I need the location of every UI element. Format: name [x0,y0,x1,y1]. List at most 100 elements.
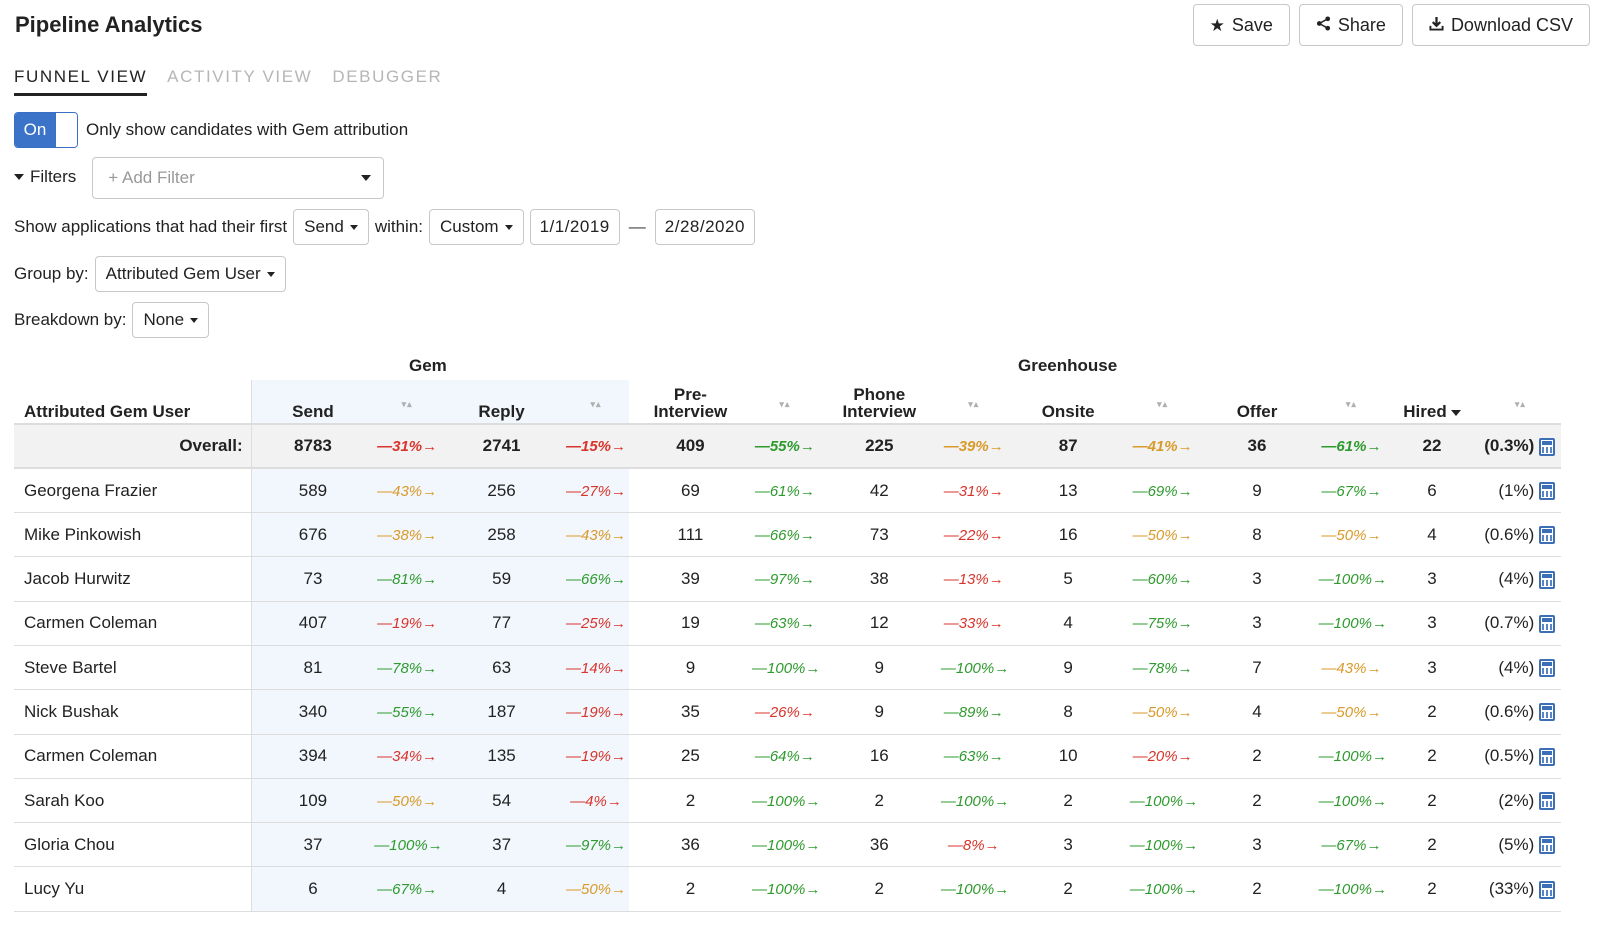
column-header-onsite[interactable]: Onsite [1041,402,1095,421]
cell-pre-interview: 9 [628,645,753,691]
calculator-icon[interactable] [1539,659,1555,678]
column-header-send[interactable]: Send [251,380,375,424]
cell-phone-interview: 2 [817,778,941,824]
breakdown-by-row: Breakdown by: None [14,302,210,338]
add-filter-select[interactable]: + Add Filter [92,157,385,199]
cell-onsite: 13 [1006,468,1130,514]
applications-prefix: Show applications that had their first [14,217,288,236]
within-label: within: [374,217,423,236]
calculator-icon[interactable] [1539,703,1555,722]
cell-send: 407 [251,601,375,646]
row-name: Steve Bartel [14,645,252,691]
column-header-pre-interview[interactable]: Pre- Interview [629,380,752,424]
row-name: Mike Pinkowish [14,512,252,558]
conversion-rate: —100%→ [1318,615,1387,633]
conversion-rate: —97%→ [565,836,627,854]
conversion-rate: —50%→ [1321,703,1382,721]
range-dropdown[interactable]: Custom [429,209,524,245]
cell-offer: 7 [1195,645,1319,691]
range-value: Custom [440,217,499,236]
group-by-dropdown[interactable]: Attributed Gem User [94,256,286,292]
column-header-phone-interview[interactable]: Phone Interview [818,380,941,424]
calculator-icon[interactable] [1539,482,1555,501]
cell-hired: 22 [1384,424,1480,470]
sort-icon[interactable]: ▾▴ [563,380,629,424]
group-header-gem: Gem [409,356,447,375]
pre-interview-line2: Interview [653,402,728,421]
chevron-down-icon [349,224,358,230]
view-tabs: FUNNEL VIEW ACTIVITY VIEW DEBUGGER [14,67,442,96]
tab-funnel-view[interactable]: FUNNEL VIEW [14,67,148,96]
conversion-rate: —66%→ [565,571,627,589]
hired-percentage: (2%) [1498,790,1535,810]
calculator-icon[interactable] [1539,792,1555,811]
conversion-rate: —67%→ [1321,482,1382,500]
group-header-greenhouse: Greenhouse [1018,356,1118,375]
phone-line2: Interview [842,402,917,421]
start-date-input[interactable]: 1/1/2019 [529,209,620,245]
column-header-reply[interactable]: Reply [439,380,564,424]
sort-icon[interactable]: ▾▴ [374,380,440,424]
conversion-rate: —100%→ [1129,881,1199,899]
cell-hired: 2 [1384,689,1480,735]
sort-icon[interactable]: ▾▴ [968,399,980,409]
calculator-icon[interactable] [1539,437,1555,456]
cell-reply: 63 [439,645,564,691]
cell-send: 37 [251,822,375,868]
conversion-rate: —100%→ [940,792,1010,810]
share-button[interactable]: Share [1298,4,1403,46]
end-date-input[interactable]: 2/28/2020 [654,209,755,245]
conversion-rate: —25%→ [565,615,627,633]
cell-reply: 4 [439,866,564,912]
conversion-rate: —78%→ [377,659,438,677]
conversion-rate: —69%→ [1132,482,1193,500]
cell-pre-interview: 19 [628,601,753,646]
cell-send: 109 [251,778,375,824]
cell-onsite: 10 [1006,734,1130,779]
conversion-rate: —75%→ [1132,615,1193,633]
gem-attribution-row: On Only show candidates with Gem attribu… [14,112,408,148]
sort-icon[interactable]: ▾▴ [1345,399,1357,409]
conversion-rate: —81%→ [377,571,438,589]
sort-icon[interactable]: ▾▴ [1514,399,1526,409]
save-button[interactable]: ★ Save [1192,4,1290,46]
stage-dropdown[interactable]: Send [293,209,369,245]
cell-hired: 3 [1384,601,1480,646]
sort-icon[interactable]: ▾▴ [779,399,791,409]
conversion-rate: —15%→ [565,438,627,456]
cell-offer: 2 [1195,866,1319,912]
column-header-name[interactable]: Attributed Gem User [14,380,252,424]
download-csv-button[interactable]: Download CSV [1411,4,1590,46]
filters-toggle[interactable]: Filters [14,167,76,187]
cell-reply: 37 [439,822,564,868]
tab-activity-view[interactable]: ACTIVITY VIEW [167,67,313,86]
conversion-rate: —100%→ [1129,836,1199,854]
calculator-icon[interactable] [1539,836,1555,855]
calculator-icon[interactable] [1539,526,1555,545]
table-row: Mike Pinkowish 676 —38%→ 258 —43%→ 111 —66%→ 73… [14,512,1561,558]
filters-label: Filters [30,167,77,186]
conversion-rate: —67%→ [377,881,438,899]
sort-icon[interactable]: ▾▴ [1157,399,1169,409]
breakdown-by-label: Breakdown by: [14,310,127,329]
calculator-icon[interactable] [1539,614,1555,633]
conversion-rate: —33%→ [943,615,1004,633]
cell-offer: 3 [1195,601,1319,646]
group-by-label: Group by: [14,264,89,283]
cell-pre-interview: 409 [628,424,753,470]
table-row: Georgena Frazier 589 —43%→ 256 —27%→ 69 —61%→ 4… [14,468,1561,514]
cell-hired: 2 [1384,822,1480,868]
gem-attribution-toggle[interactable]: On [14,112,78,148]
calculator-icon[interactable] [1539,880,1555,899]
calculator-icon[interactable] [1539,747,1555,766]
table-row: Lucy Yu 6 —67%→ 4 —50%→ 2 —100%→ 2 —100%→ 2 —100%→… [14,866,1561,912]
column-header-offer[interactable]: Offer [1236,402,1278,421]
conversion-rate: —100%→ [1318,748,1387,766]
table-row: Steve Bartel 81 —78%→ 63 —14%→ 9 —100%→ 9 —100%→… [14,645,1561,691]
breakdown-by-dropdown[interactable]: None [132,302,210,338]
calculator-icon[interactable] [1539,570,1555,589]
column-header-hired[interactable]: Hired [1384,380,1479,424]
tab-debugger[interactable]: DEBUGGER [332,67,443,86]
cell-phone-interview: 38 [817,556,941,602]
cell-onsite: 87 [1006,424,1130,470]
